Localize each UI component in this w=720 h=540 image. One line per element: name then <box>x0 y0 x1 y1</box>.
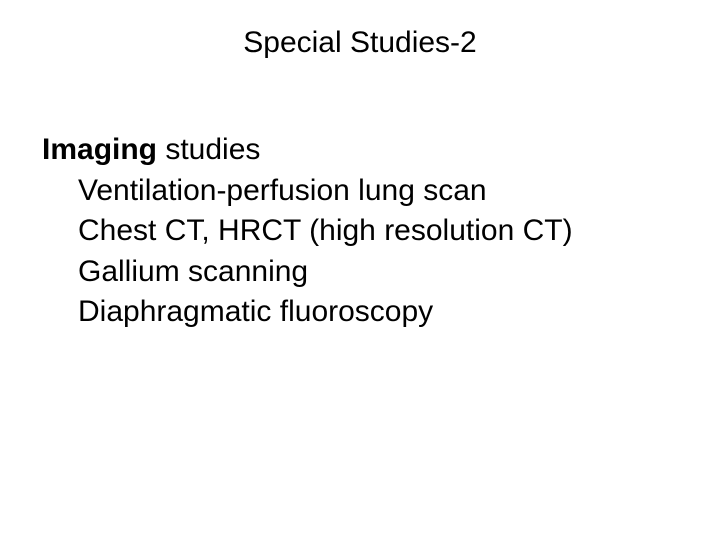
slide-body: Imaging studies Ventilation-perfusion lu… <box>42 130 682 333</box>
body-heading: Imaging studies <box>42 130 682 171</box>
list-item: Diaphragmatic fluoroscopy <box>78 292 682 333</box>
items-list: Ventilation-perfusion lung scan Chest CT… <box>42 171 682 333</box>
list-item: Chest CT, HRCT (high resolution CT) <box>78 211 682 252</box>
list-item: Ventilation-perfusion lung scan <box>78 171 682 212</box>
list-item: Gallium scanning <box>78 252 682 293</box>
slide-title: Special Studies-2 <box>0 26 720 60</box>
slide: Special Studies-2 Imaging studies Ventil… <box>0 0 720 540</box>
heading-bold: Imaging <box>42 133 157 166</box>
heading-rest: studies <box>157 133 260 166</box>
